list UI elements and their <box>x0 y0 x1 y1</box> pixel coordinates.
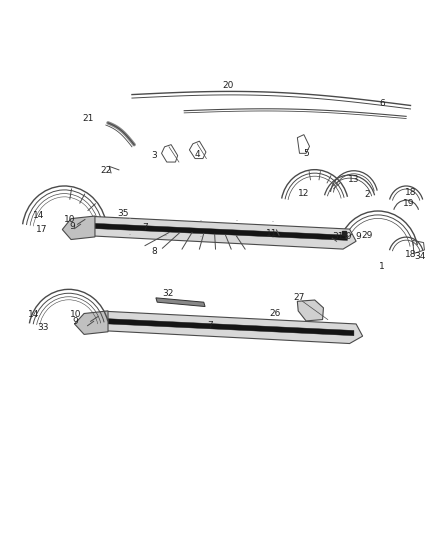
Text: 17: 17 <box>35 225 47 234</box>
Text: 9: 9 <box>69 222 75 231</box>
Bar <box>342 231 346 235</box>
Text: 13: 13 <box>348 175 360 184</box>
Text: 8: 8 <box>152 247 158 256</box>
Text: 30: 30 <box>341 231 352 240</box>
Text: 31: 31 <box>332 231 343 240</box>
Text: 18: 18 <box>405 188 416 197</box>
Polygon shape <box>74 311 108 334</box>
Text: 10: 10 <box>70 310 81 319</box>
Text: 35: 35 <box>117 209 129 218</box>
Text: 14: 14 <box>33 211 44 220</box>
Text: 32: 32 <box>162 289 173 298</box>
Polygon shape <box>86 223 347 240</box>
Polygon shape <box>156 298 205 306</box>
Text: 2: 2 <box>364 190 370 199</box>
Text: 22: 22 <box>100 166 111 175</box>
Polygon shape <box>91 311 363 344</box>
Text: 18: 18 <box>405 250 416 259</box>
Text: 10: 10 <box>64 215 76 224</box>
Text: 7: 7 <box>142 223 148 232</box>
Text: 11: 11 <box>265 229 277 238</box>
Text: 27: 27 <box>294 293 305 302</box>
Text: 33: 33 <box>37 323 49 332</box>
Text: 26: 26 <box>269 309 280 318</box>
Text: 21: 21 <box>83 114 94 123</box>
Polygon shape <box>99 318 354 336</box>
Text: 29: 29 <box>361 231 373 240</box>
Text: 4: 4 <box>194 150 200 159</box>
Polygon shape <box>297 300 323 321</box>
Text: 6: 6 <box>379 99 385 108</box>
Text: 7: 7 <box>208 321 213 330</box>
Polygon shape <box>62 216 95 239</box>
Text: 19: 19 <box>403 199 414 208</box>
Text: 12: 12 <box>298 189 310 198</box>
Text: 5: 5 <box>303 149 309 158</box>
Text: 9: 9 <box>355 231 361 240</box>
Text: 1: 1 <box>379 262 385 271</box>
Polygon shape <box>78 216 356 249</box>
Text: 3: 3 <box>151 151 157 160</box>
Text: 9: 9 <box>73 317 78 326</box>
Text: 34: 34 <box>414 253 426 261</box>
Text: 14: 14 <box>28 310 40 319</box>
Text: 20: 20 <box>222 82 233 91</box>
